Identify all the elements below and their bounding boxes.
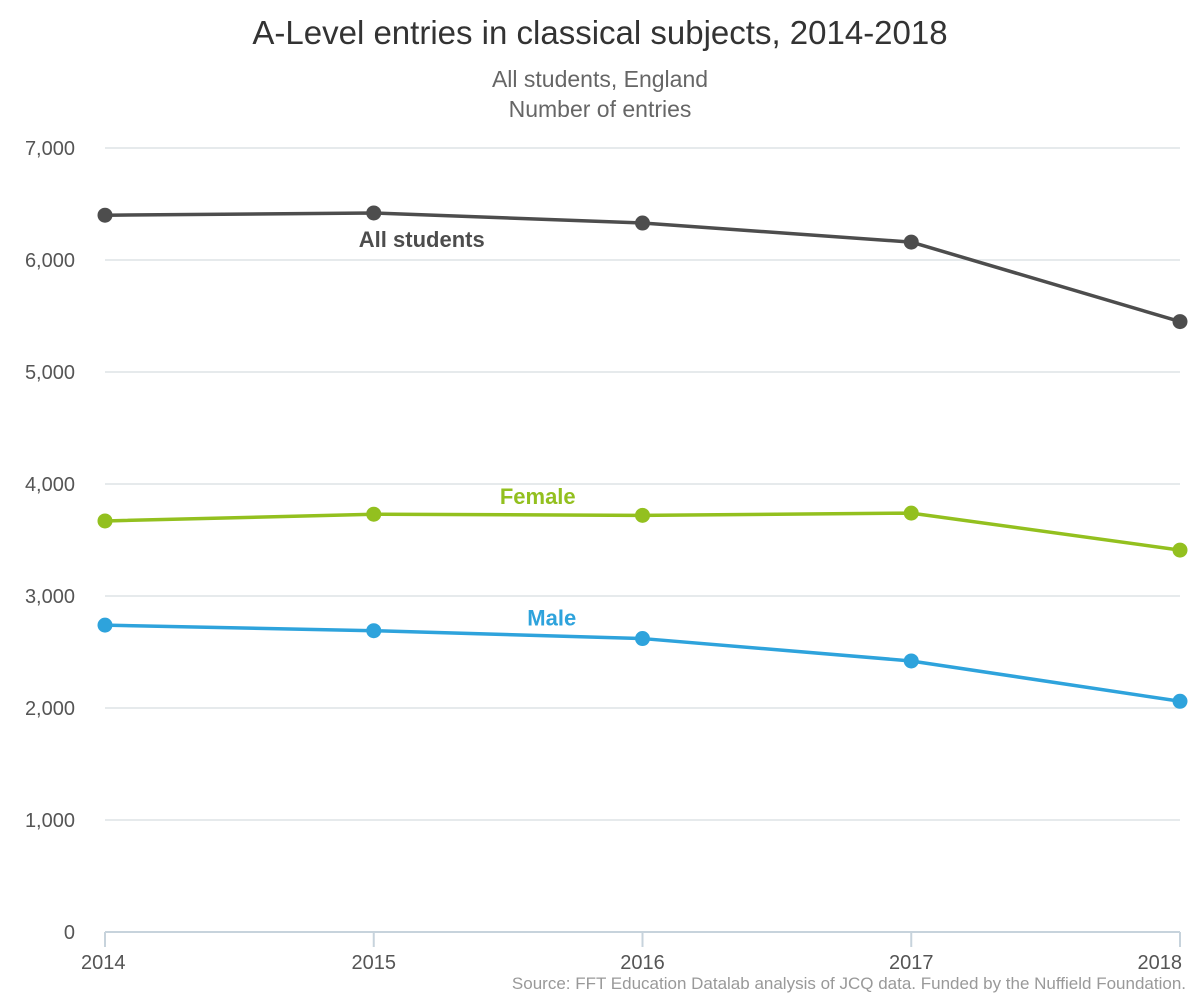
x-tick-label: 2017 <box>889 952 934 974</box>
data-point-all-students <box>366 205 382 221</box>
data-point-all-students <box>97 207 113 223</box>
data-point-female <box>97 513 113 529</box>
series-label-all-students: All students <box>359 227 485 252</box>
data-point-all-students <box>635 215 650 231</box>
y-tick-label: 3,000 <box>25 586 75 608</box>
data-point-female <box>1172 542 1188 558</box>
data-point-all-students <box>1172 314 1188 330</box>
source-note: Source: FFT Education Datalab analysis o… <box>511 974 1186 993</box>
chart-subtitle-line-2: Number of entries <box>508 96 692 122</box>
chart-title: A-Level entries in classical subjects, 2… <box>252 14 948 51</box>
gridlines <box>105 147 1180 821</box>
y-tick-label: 4,000 <box>25 474 75 496</box>
y-tick-label: 6,000 <box>25 250 75 272</box>
y-tick-label: 2,000 <box>25 698 75 720</box>
data-point-female <box>903 505 919 521</box>
y-tick-label: 0 <box>64 922 75 944</box>
series-label-male: Male <box>527 606 576 631</box>
data-point-female <box>366 506 382 522</box>
data-point-male <box>903 653 919 669</box>
y-tick-label: 1,000 <box>25 810 75 832</box>
series-label-female: Female <box>500 484 576 509</box>
x-tick-label: 2018 <box>1138 952 1183 974</box>
data-point-all-students <box>903 234 919 250</box>
x-tick-label: 2016 <box>620 952 665 974</box>
data-point-male <box>366 623 382 639</box>
y-tick-label: 5,000 <box>25 362 75 384</box>
x-tick-label: 2015 <box>352 952 397 974</box>
data-point-male <box>635 631 650 647</box>
data-point-male <box>1172 693 1188 709</box>
data-point-male <box>97 617 113 633</box>
series-labels: All students Female Male <box>359 227 576 631</box>
data-point-female <box>635 507 650 523</box>
axes: 0 1,000 2,000 3,000 4,000 5,000 6,000 7,000 2014… <box>25 138 1182 974</box>
chart-subtitle-line-1: All students, England <box>491 66 709 92</box>
x-tick-label: 2014 <box>81 952 126 974</box>
y-tick-label: 7,000 <box>25 138 75 160</box>
series <box>97 205 1188 709</box>
